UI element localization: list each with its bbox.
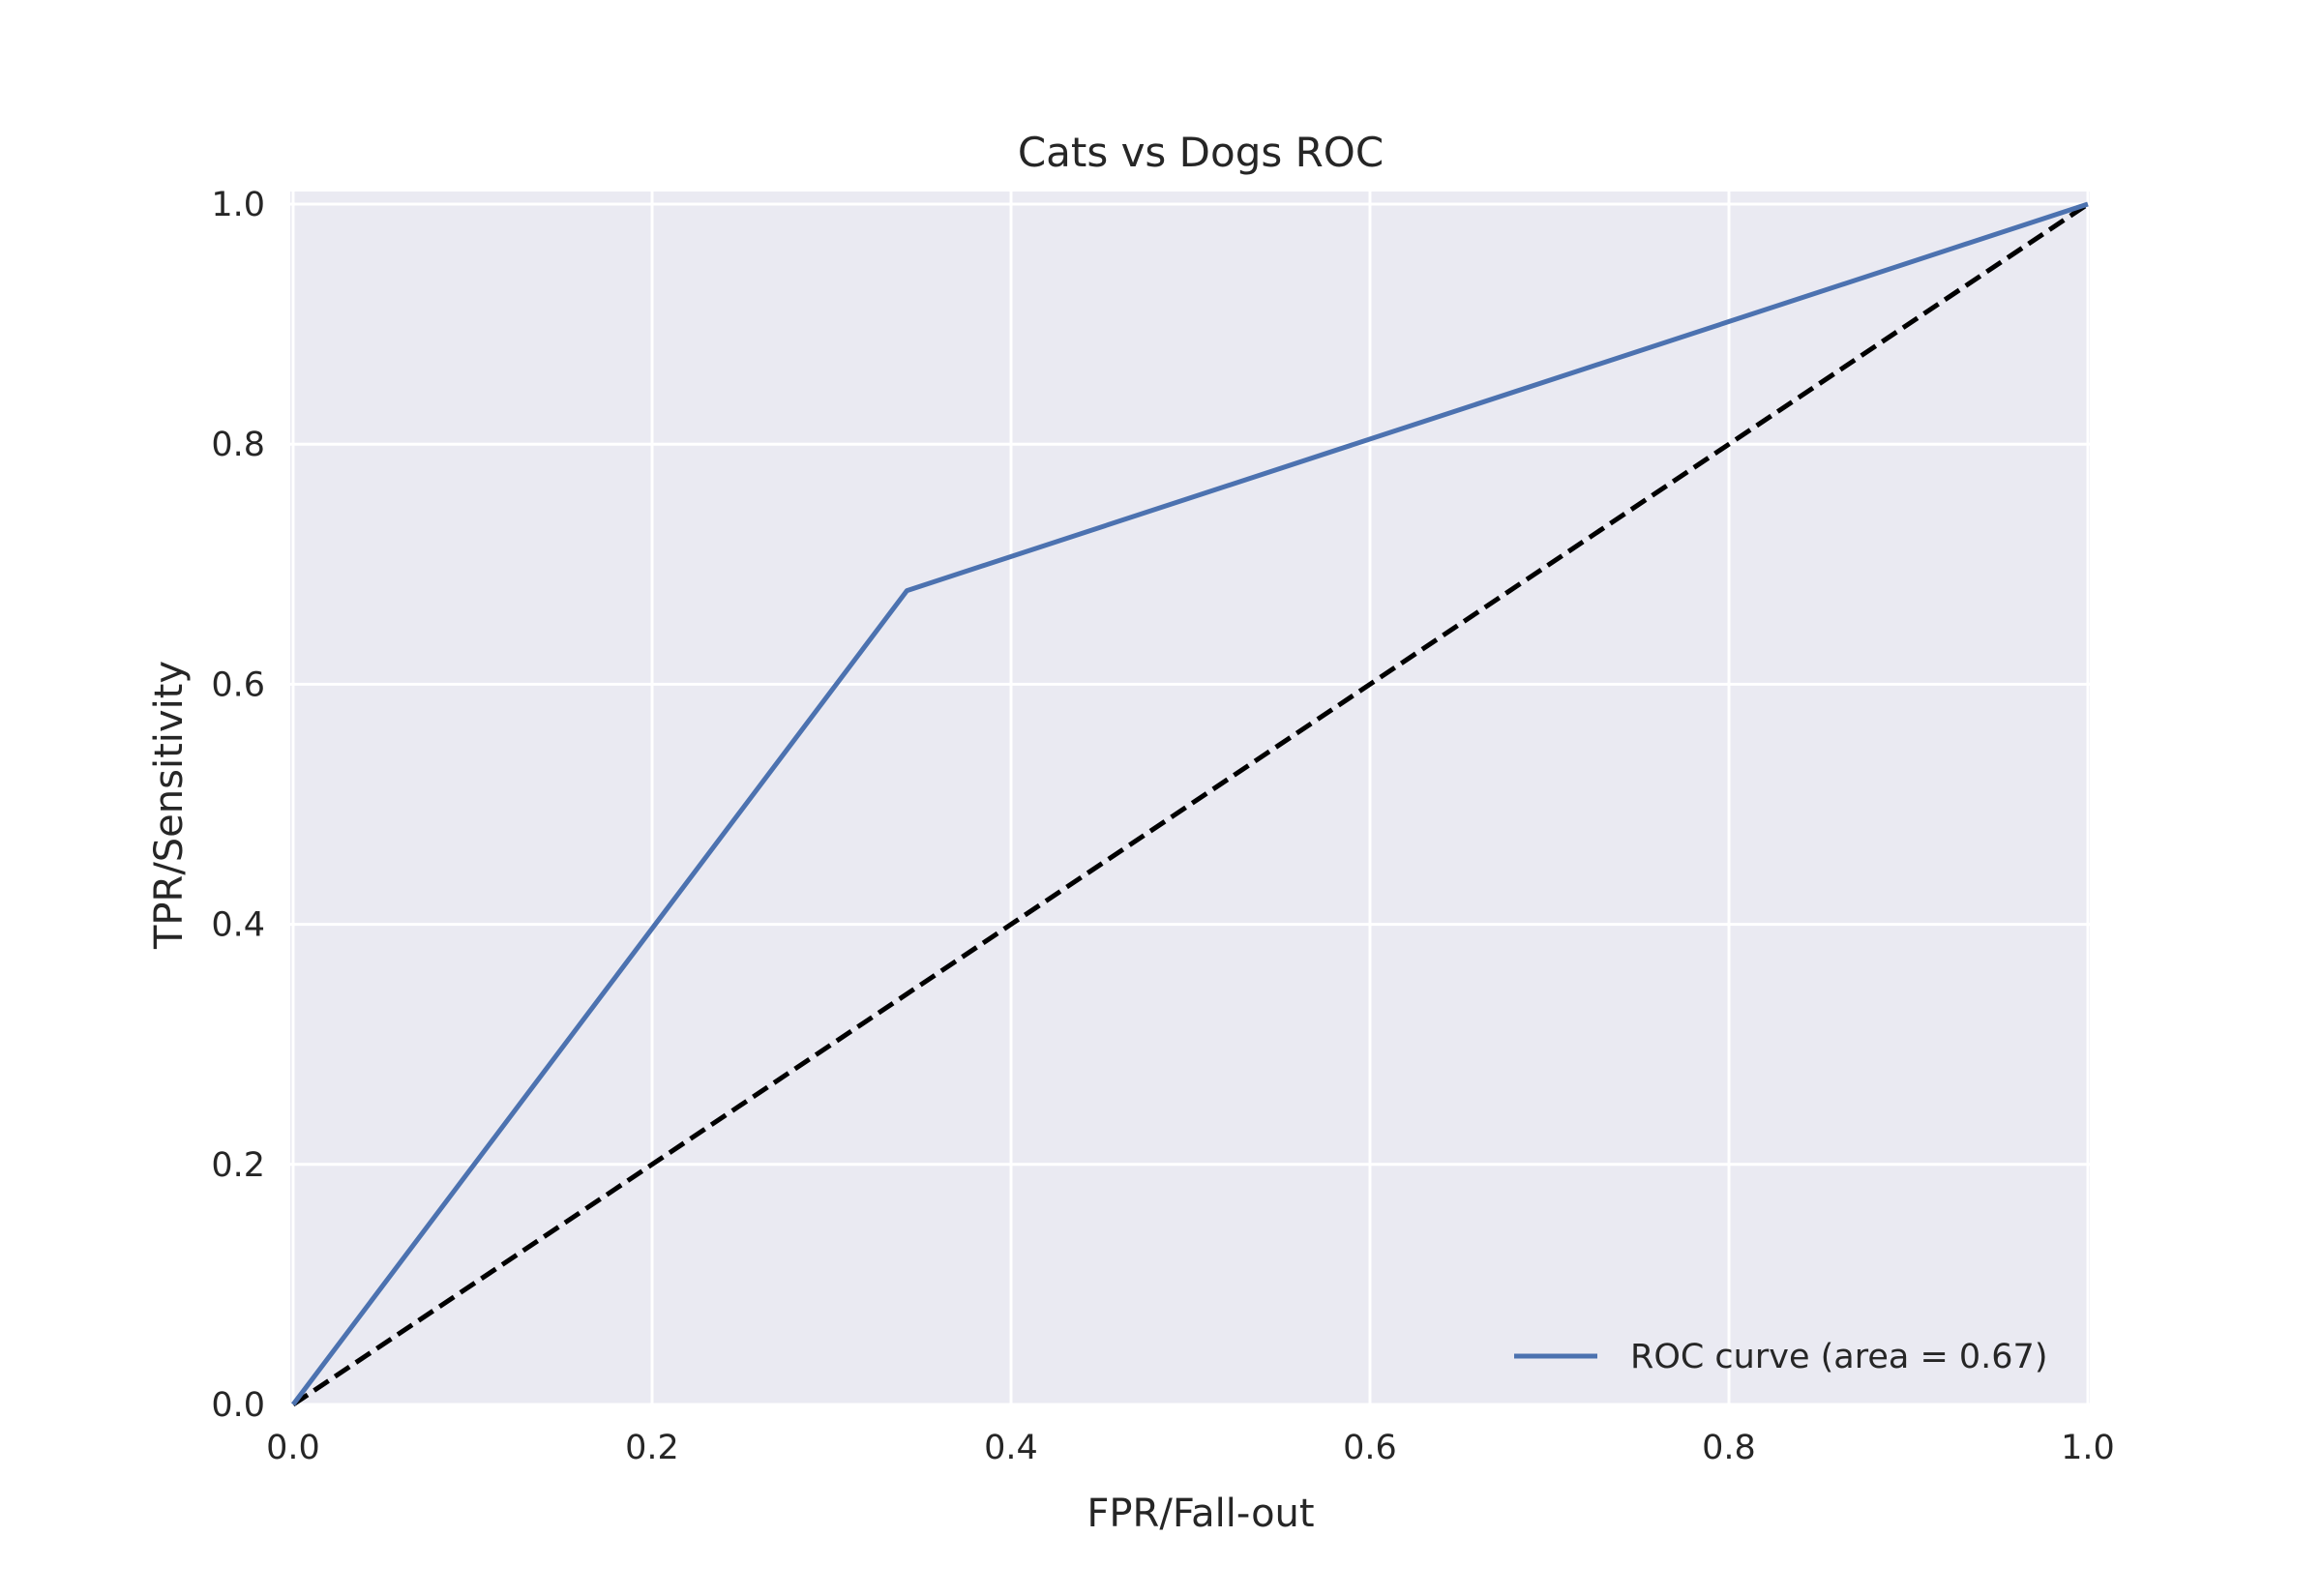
x-axis-label: FPR/Fall-out (1087, 1492, 1314, 1536)
y-tick-labels: 0.0 0.2 0.4 0.6 0.8 1.0 (211, 186, 265, 1425)
x-tick-label: 0.0 (266, 1429, 320, 1467)
y-axis-label: TPR/Sensitivity (147, 661, 192, 950)
roc-curve-line (291, 201, 2089, 1406)
x-tick-label: 1.0 (2061, 1429, 2115, 1467)
y-tick-label: 0.6 (211, 665, 265, 704)
x-tick-label: 0.2 (625, 1429, 679, 1467)
legend-label-roc-curve: ROC curve (area = 0.67) (1630, 1338, 2047, 1376)
x-tick-label: 0.8 (1702, 1429, 1756, 1467)
plot-area (290, 192, 2090, 1404)
legend: ROC curve (area = 0.67) (1514, 1338, 2047, 1376)
series-layer (291, 201, 2090, 1407)
chart-title: Cats vs Dogs ROC (1018, 129, 1384, 176)
x-tick-label: 0.6 (1343, 1429, 1397, 1467)
chance-diagonal-line (291, 201, 2090, 1407)
y-tick-label: 1.0 (211, 186, 265, 224)
y-tick-label: 0.8 (211, 426, 265, 464)
x-tick-labels: 0.0 0.2 0.4 0.6 0.8 1.0 (266, 1429, 2115, 1467)
y-tick-label: 0.4 (211, 906, 265, 945)
y-tick-label: 0.0 (211, 1386, 265, 1425)
grid-lines (290, 192, 2090, 1406)
y-tick-label: 0.2 (211, 1146, 265, 1185)
x-tick-label: 0.4 (984, 1429, 1038, 1467)
